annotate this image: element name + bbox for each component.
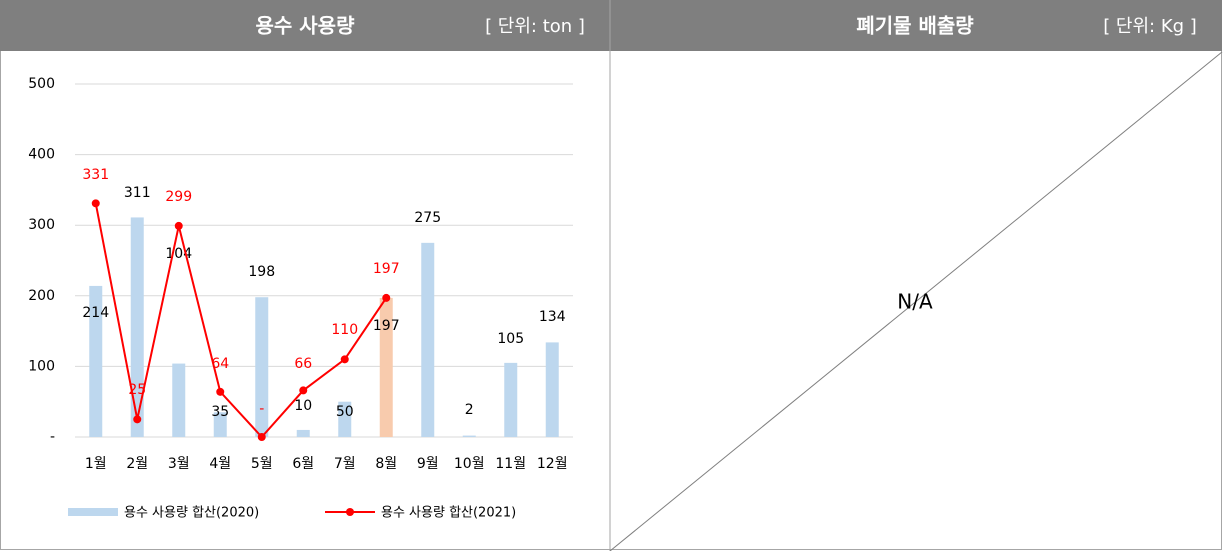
legend-swatch — [68, 508, 118, 516]
bar-label: 2 — [465, 402, 474, 418]
bar-label: 35 — [211, 404, 229, 420]
line-label: 331 — [82, 167, 109, 183]
y-tick-label: 500 — [28, 76, 55, 92]
line-label: 110 — [331, 322, 358, 338]
header-bar — [0, 0, 1222, 51]
bar — [545, 342, 559, 437]
x-tick-label: 1월 — [85, 456, 107, 472]
y-tick-label: 300 — [28, 217, 55, 233]
bar — [504, 362, 518, 437]
bar-label: 50 — [336, 404, 354, 420]
bar-label: 197 — [373, 318, 400, 334]
bar-label: 311 — [124, 185, 151, 201]
legend-label: 용수 사용량 합산(2020) — [124, 506, 259, 521]
x-tick-label: 5월 — [251, 456, 273, 472]
line-point — [216, 387, 225, 396]
line-label: 25 — [128, 382, 146, 398]
line-label: 197 — [373, 261, 400, 277]
diagonal — [609, 51, 1223, 552]
line-label: 66 — [294, 356, 312, 372]
panel-unit: [ 단위: Kg ] — [1103, 16, 1197, 37]
bar — [462, 435, 476, 437]
line-point — [174, 221, 183, 230]
panel-title: 폐기물 배출량 — [856, 14, 974, 38]
line-point — [340, 355, 349, 364]
x-tick-label: 3월 — [168, 456, 190, 472]
panel-title: 용수 사용량 — [256, 14, 356, 38]
bar — [89, 285, 103, 437]
y-tick-label: 100 — [28, 358, 55, 374]
line-point — [257, 433, 266, 441]
line-point — [299, 386, 308, 395]
bar — [255, 297, 269, 437]
line-point — [382, 293, 391, 302]
line-label: 299 — [165, 189, 192, 205]
x-tick-label: 6월 — [292, 456, 314, 472]
legend-marker — [346, 508, 354, 516]
bar-label: 134 — [539, 309, 566, 325]
bar — [421, 242, 435, 437]
x-tick-label: 12월 — [537, 456, 568, 472]
line-point — [91, 199, 100, 208]
bar — [296, 429, 310, 437]
bar — [338, 401, 352, 437]
bar-label: 214 — [82, 305, 109, 321]
y-tick-label: - — [50, 429, 55, 445]
na-text: N/A — [897, 290, 933, 314]
x-tick-label: 7월 — [334, 456, 356, 472]
bar — [130, 217, 144, 437]
bar — [213, 412, 227, 437]
y-tick-label: 200 — [28, 288, 55, 304]
bar-label: 105 — [497, 331, 524, 347]
x-tick-label: 8월 — [375, 456, 397, 472]
x-tick-label: 10월 — [454, 456, 485, 472]
line-label: - — [259, 401, 264, 417]
line-label: 64 — [211, 356, 229, 372]
bar-label: 198 — [248, 264, 275, 280]
x-tick-label: 2월 — [126, 456, 148, 472]
legend-label: 용수 사용량 합산(2021) — [381, 506, 516, 521]
line-point — [133, 415, 142, 424]
panel-unit: [ 단위: ton ] — [485, 16, 585, 37]
chart: - 100 200 300 400 500 1월 2월 3월 4월 5월 6월 7월 8월 9월 10월 11월… — [28, 76, 573, 521]
x-tick-label: 9월 — [417, 456, 439, 472]
bar-label: 275 — [414, 210, 441, 226]
bar-label: 10 — [294, 398, 312, 414]
x-tick-label: 4월 — [209, 456, 231, 472]
y-tick-label: 400 — [28, 147, 55, 163]
x-tick-label: 11월 — [495, 456, 526, 472]
bar — [172, 363, 186, 437]
line — [94, 203, 388, 439]
bar — [379, 297, 393, 437]
